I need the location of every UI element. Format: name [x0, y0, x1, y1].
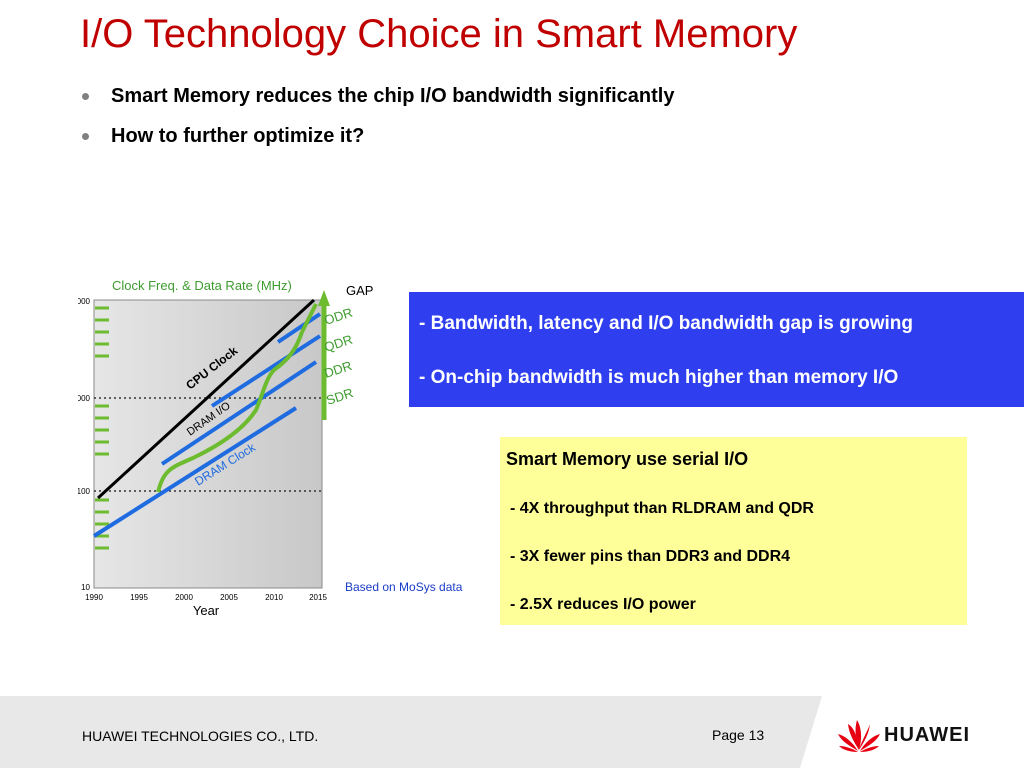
- source-note: Based on MoSys data: [345, 580, 463, 594]
- y-tick-label: 100: [78, 487, 91, 496]
- plot-area: [93, 299, 323, 589]
- bullet-item: Smart Memory reduces the chip I/O bandwi…: [80, 82, 674, 122]
- x-tick-label: 2015: [309, 593, 327, 602]
- series-line-dram-clock-upper: [160, 360, 318, 466]
- x-axis-label: Year: [193, 603, 220, 618]
- huawei-wordmark: HUAWEI: [884, 724, 970, 746]
- footer-bar: HUAWEI TECHNOLOGIES CO., LTD. Page 13 HU…: [0, 696, 1024, 768]
- side-label-qdr: QDR: [322, 332, 354, 355]
- slide-title: I/O Technology Choice in Smart Memory: [80, 12, 798, 56]
- series-line-dram-io-upper: [276, 312, 322, 344]
- gap-arrow-head: [318, 290, 330, 306]
- y-tick-label: 10000: [78, 297, 91, 306]
- box-item: - 3X fewer pins than DDR3 and DDR4: [510, 548, 791, 565]
- box-item: - 2.5X reduces I/O power: [510, 596, 696, 613]
- series-line-dram-io-branch: [300, 303, 318, 333]
- x-tick-label: 2010: [265, 593, 283, 602]
- page-number: Page 13: [712, 727, 765, 743]
- x-tick-label: 1995: [130, 593, 148, 602]
- side-label-ddr: DDR: [322, 358, 353, 381]
- company-name: HUAWEI TECHNOLOGIES CO., LTD.: [82, 728, 319, 744]
- x-tick-label: 2005: [220, 593, 238, 602]
- side-label-sdr: SDR: [324, 385, 355, 408]
- clock-rate-chart: Clock Freq. & Data Rate (MHz) GAP ODR QD…: [78, 278, 373, 618]
- x-tick-label: 2000: [175, 593, 193, 602]
- series-line-dram-io: [156, 331, 304, 493]
- huawei-logo: HUAWEI: [836, 716, 996, 756]
- y-tick-label: 10: [81, 583, 90, 592]
- bullet-item: How to further optimize it?: [80, 122, 674, 162]
- series-line-dram-clock: [92, 406, 298, 538]
- x-tick-label: 1990: [85, 593, 103, 602]
- box-heading: Smart Memory use serial I/O: [506, 449, 749, 469]
- series-line-cpu-clock: [96, 298, 316, 500]
- y-tick-label: 1000: [78, 394, 91, 403]
- footer-logo-panel: [800, 696, 1024, 768]
- side-label-odr: ODR: [322, 305, 354, 328]
- callout-line: - On-chip bandwidth is much higher than …: [419, 367, 899, 388]
- box-item: - 4X throughput than RLDRAM and QDR: [510, 500, 814, 517]
- huawei-flower-icon: [838, 720, 880, 752]
- serial-io-box: Smart Memory use serial I/O - 4X through…: [500, 437, 967, 625]
- series-line-dram-io-lower: [210, 334, 322, 408]
- bandwidth-callout: - Bandwidth, latency and I/O bandwidth g…: [409, 292, 1024, 407]
- bullet-list: Smart Memory reduces the chip I/O bandwi…: [80, 82, 674, 162]
- chart-title: Clock Freq. & Data Rate (MHz): [112, 278, 292, 293]
- gap-label: GAP: [346, 283, 373, 298]
- callout-line: - Bandwidth, latency and I/O bandwidth g…: [419, 313, 914, 334]
